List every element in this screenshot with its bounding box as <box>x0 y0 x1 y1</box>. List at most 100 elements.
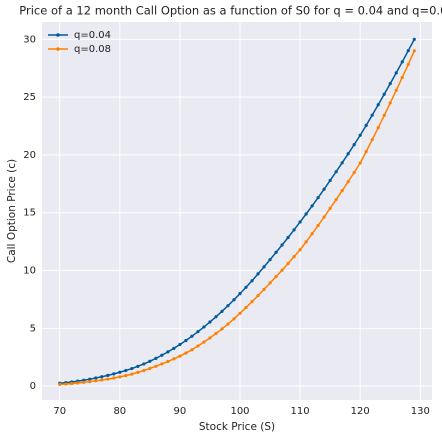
x-tick-label: 130 <box>411 406 430 417</box>
legend-marker <box>56 33 60 37</box>
data-point <box>238 311 242 315</box>
data-point <box>136 370 140 374</box>
data-point <box>334 197 338 202</box>
data-point <box>280 268 284 272</box>
data-point <box>268 281 272 285</box>
data-point <box>340 189 344 193</box>
data-point <box>316 223 320 228</box>
data-point <box>148 366 152 371</box>
data-point <box>394 88 398 92</box>
data-point <box>142 362 146 366</box>
data-point <box>304 212 308 216</box>
data-point <box>184 338 188 343</box>
data-point <box>298 248 302 252</box>
legend-label: q=0.04 <box>74 30 111 41</box>
data-point <box>226 304 230 308</box>
legend-label: q=0.08 <box>74 44 111 55</box>
data-point <box>214 331 218 336</box>
data-point <box>190 348 194 352</box>
data-point <box>148 359 152 363</box>
data-point <box>400 60 404 64</box>
data-point <box>160 353 164 357</box>
x-tick-label: 100 <box>230 406 249 417</box>
data-point <box>196 344 200 348</box>
data-point <box>388 82 392 86</box>
data-point <box>82 380 86 384</box>
y-tick-label: 25 <box>23 92 36 103</box>
data-point <box>310 204 314 208</box>
x-tick-label: 80 <box>113 406 126 417</box>
data-point <box>142 368 146 373</box>
data-point <box>292 228 296 232</box>
data-point <box>304 240 308 244</box>
legend-marker <box>56 47 60 51</box>
data-point <box>298 220 302 224</box>
data-point <box>88 380 92 384</box>
data-point <box>226 322 230 326</box>
data-point <box>322 215 326 219</box>
data-point <box>238 292 242 296</box>
data-point <box>406 62 410 67</box>
data-point <box>256 294 260 298</box>
data-point <box>334 170 338 174</box>
y-tick-label: 20 <box>23 150 36 161</box>
data-point <box>328 206 332 210</box>
data-point <box>310 232 314 236</box>
data-point <box>124 368 128 373</box>
data-point <box>160 362 164 366</box>
data-point <box>286 261 290 266</box>
data-point <box>274 275 278 279</box>
data-point <box>118 375 122 379</box>
data-point <box>376 126 380 130</box>
y-axis-label: Call Option Price (c) <box>6 159 18 263</box>
data-point <box>130 372 134 376</box>
data-point <box>262 287 266 291</box>
y-tick-label: 5 <box>30 323 36 334</box>
data-point <box>100 375 104 379</box>
data-point <box>112 372 116 376</box>
data-point <box>100 378 104 382</box>
data-point <box>166 350 170 354</box>
chart-title: Price of a 12 month Call Option as a fun… <box>19 4 442 18</box>
data-point <box>376 103 380 107</box>
data-point <box>244 285 248 289</box>
data-point <box>208 320 212 324</box>
data-point <box>58 382 62 386</box>
data-point <box>322 187 326 191</box>
data-point <box>130 366 134 371</box>
data-point <box>94 376 98 380</box>
data-point <box>346 180 350 184</box>
data-point <box>394 71 398 75</box>
data-point <box>94 379 98 383</box>
data-point <box>250 279 254 283</box>
data-point <box>328 178 332 183</box>
data-point <box>412 49 416 53</box>
data-point <box>190 334 194 338</box>
x-tick-label: 90 <box>174 406 187 417</box>
data-point <box>280 243 284 247</box>
data-point <box>244 305 248 310</box>
x-tick-label: 120 <box>351 406 370 417</box>
data-point <box>250 300 254 304</box>
data-point <box>118 370 122 374</box>
data-point <box>70 381 74 386</box>
data-point <box>370 138 374 142</box>
data-point <box>364 123 368 127</box>
data-point <box>400 75 404 80</box>
data-point <box>154 356 158 360</box>
data-point <box>256 272 260 276</box>
data-point <box>232 298 236 302</box>
x-tick-label: 70 <box>53 406 66 417</box>
y-tick-label: 15 <box>23 208 36 219</box>
data-point <box>352 170 356 175</box>
data-point <box>220 327 224 331</box>
data-point <box>364 149 368 154</box>
data-point <box>196 330 200 334</box>
data-point <box>202 340 206 344</box>
data-point <box>112 376 116 380</box>
data-point <box>352 143 356 147</box>
data-point <box>220 309 224 313</box>
data-point <box>262 265 266 269</box>
plot-area <box>42 22 432 400</box>
